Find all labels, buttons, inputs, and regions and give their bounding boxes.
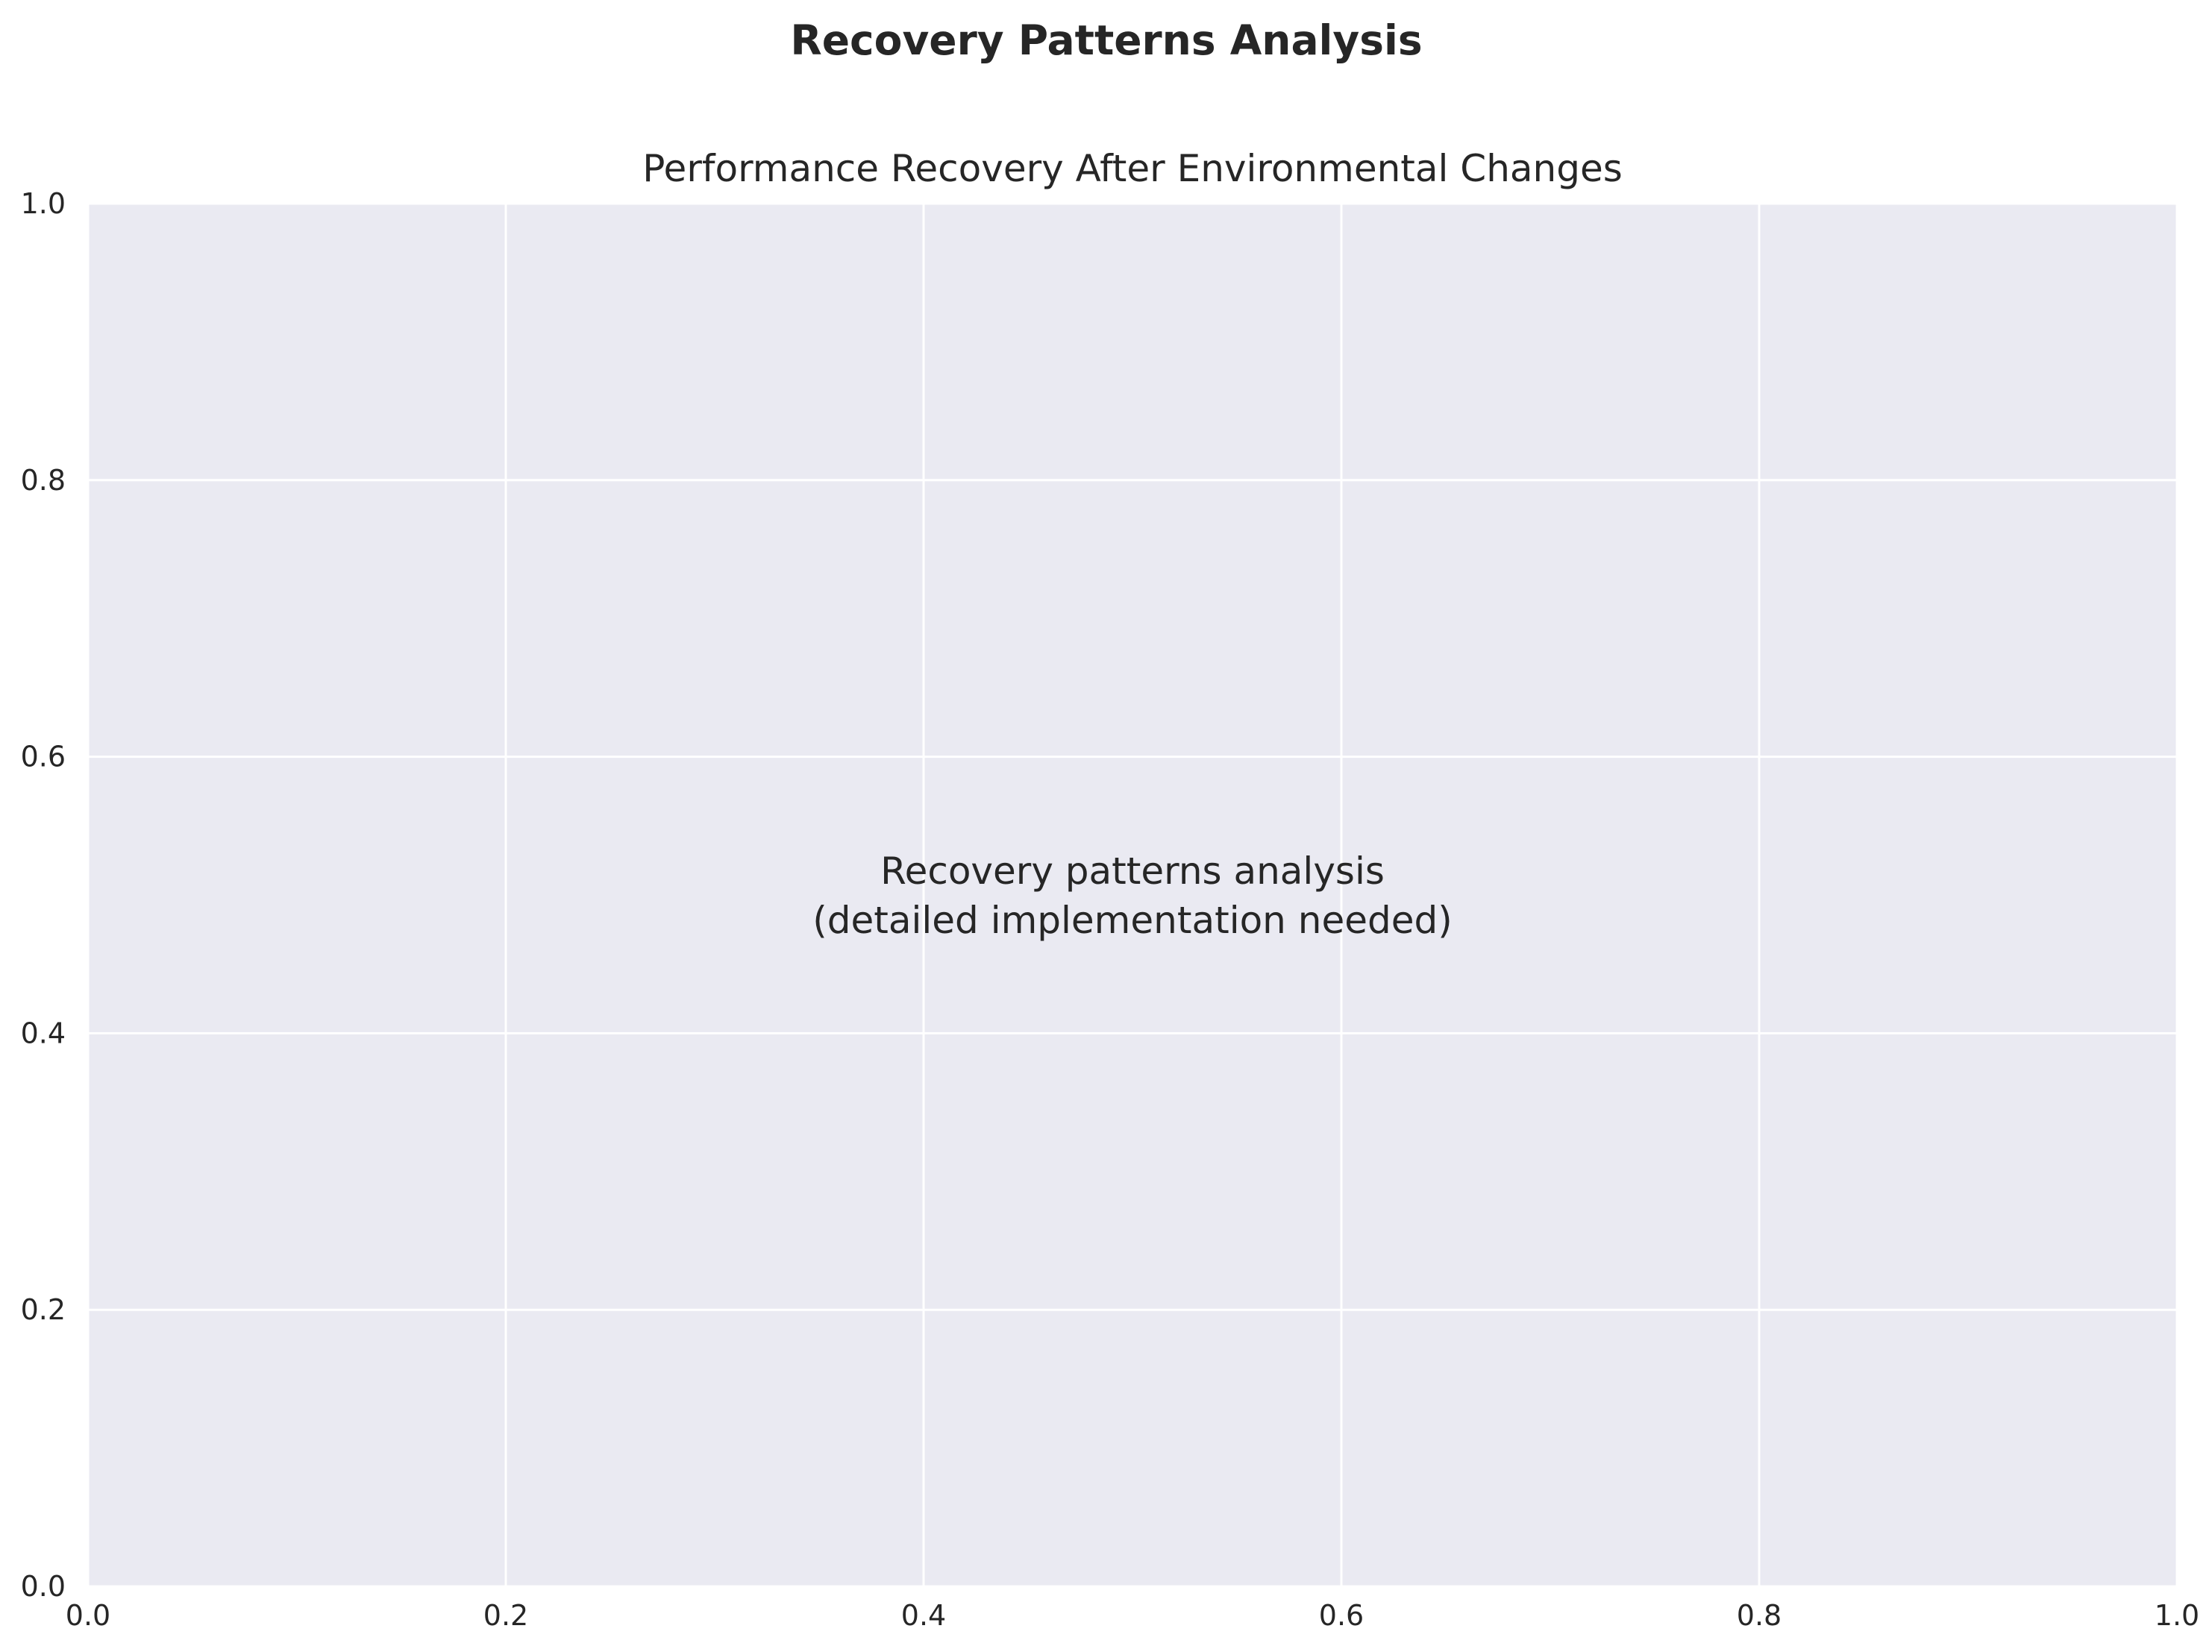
center-annotation: Recovery patterns analysis (detailed impl… bbox=[812, 849, 1452, 942]
x-tick-label: 0.6 bbox=[1319, 1599, 1364, 1632]
figure-suptitle: Recovery Patterns Analysis bbox=[790, 16, 1422, 64]
y-tick-label: 1.0 bbox=[21, 187, 66, 220]
y-tick-label: 0.8 bbox=[21, 464, 66, 497]
grid-lines bbox=[87, 202, 2178, 1588]
y-tick-label: 0.0 bbox=[21, 1570, 66, 1603]
annotation-line: (detailed implementation needed) bbox=[812, 899, 1452, 942]
axes-title: Performance Recovery After Environmental… bbox=[642, 147, 1623, 190]
plot-area: 0.0 0.2 0.4 0.6 0.8 1.0 0.0 0.2 0.4 0.6 0.8 1.0 Re… bbox=[21, 187, 2200, 1632]
x-tick-label: 0.2 bbox=[483, 1599, 528, 1632]
x-tick-label: 0.0 bbox=[66, 1599, 110, 1632]
plot-background bbox=[88, 204, 2177, 1586]
x-tick-label: 0.4 bbox=[901, 1599, 946, 1632]
x-tick-label: 0.8 bbox=[1737, 1599, 1782, 1632]
annotation-line: Recovery patterns analysis bbox=[880, 849, 1385, 893]
y-tick-label: 0.4 bbox=[21, 1017, 66, 1049]
y-tick-label: 0.2 bbox=[21, 1293, 66, 1326]
x-tick-label: 1.0 bbox=[2155, 1599, 2199, 1632]
y-axis-tick-labels: 0.0 0.2 0.4 0.6 0.8 1.0 bbox=[21, 187, 66, 1603]
x-axis-tick-labels: 0.0 0.2 0.4 0.6 0.8 1.0 bbox=[66, 1599, 2199, 1632]
y-tick-label: 0.6 bbox=[21, 741, 66, 773]
